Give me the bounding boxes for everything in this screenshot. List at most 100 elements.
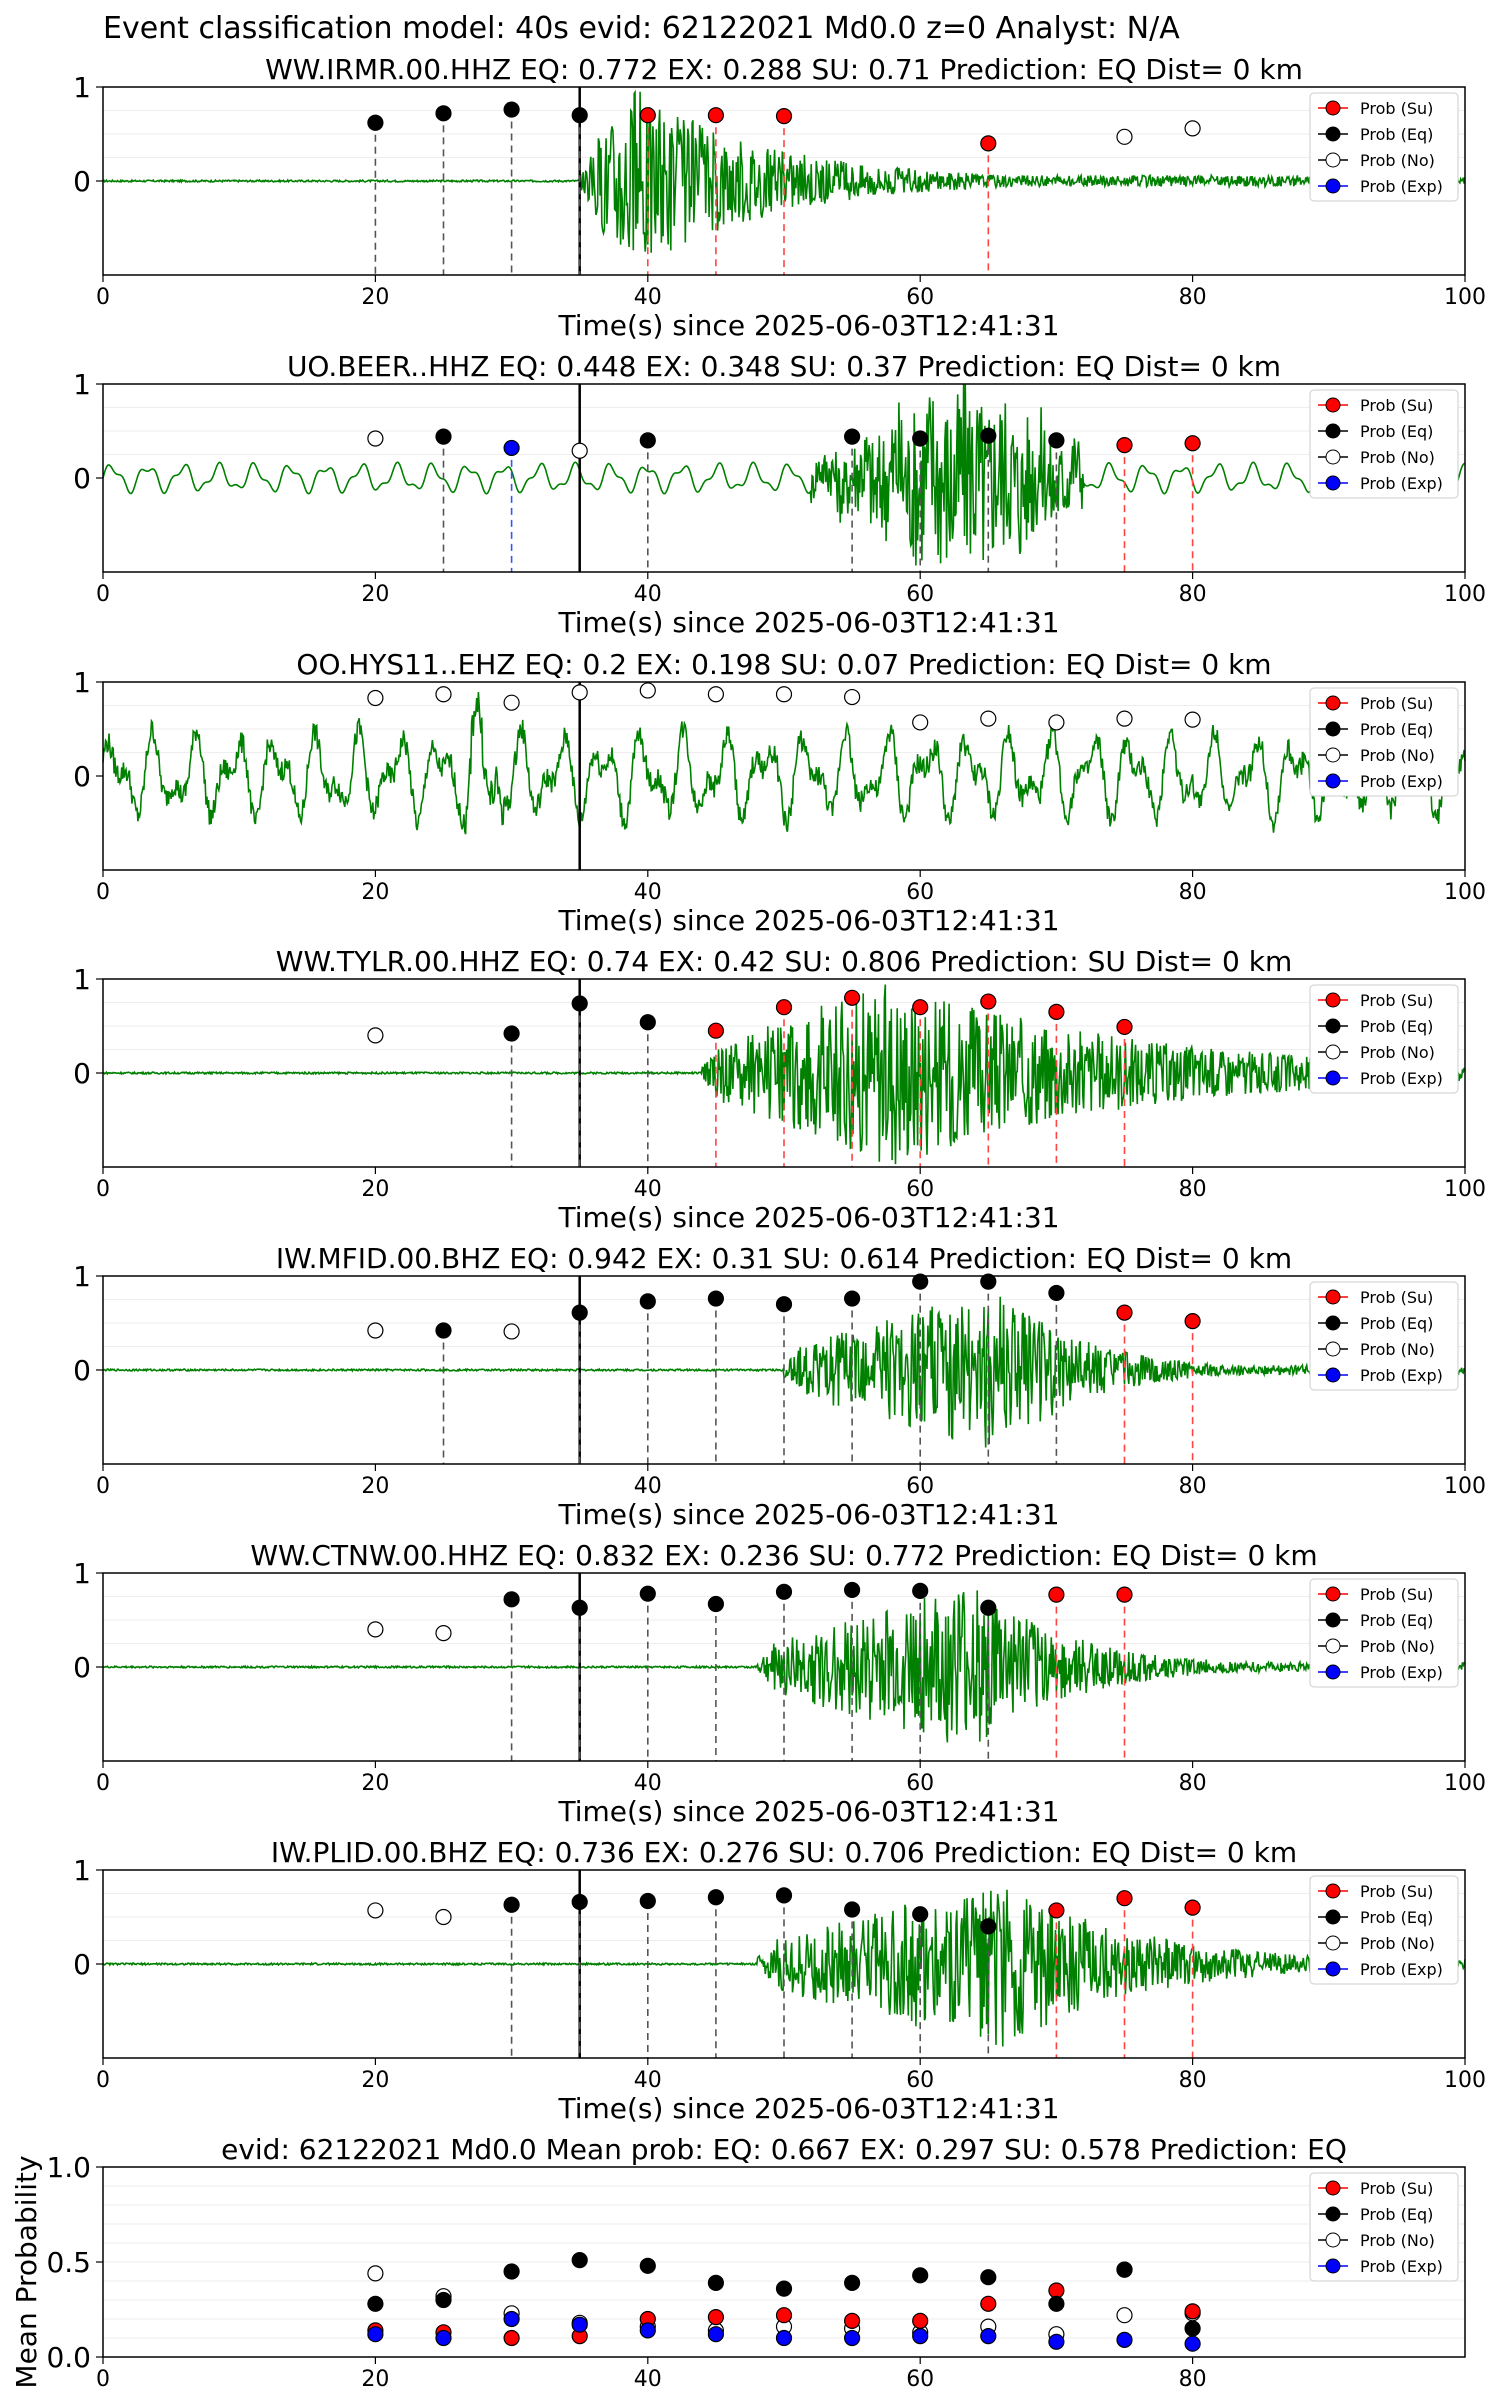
legend-label-exp: Prob (Exp)	[1360, 1069, 1443, 1088]
x-tick-label: 20	[361, 880, 389, 905]
mean-point-eq	[1048, 2295, 1065, 2312]
prob-point-eq	[503, 101, 520, 118]
x-axis-label: Time(s) since 2025-06-03T12:41:31	[557, 606, 1059, 639]
prob-point-eq	[571, 1599, 588, 1616]
prob-point-no	[707, 686, 725, 703]
legend-label-su: Prob (Su)	[1360, 991, 1433, 1010]
legend-box	[1309, 92, 1459, 202]
legend-marker-exp	[1325, 2258, 1341, 2274]
legend-marker-no	[1325, 2232, 1341, 2248]
legend-label-exp: Prob (Exp)	[1360, 1366, 1443, 1385]
legend-marker-su	[1325, 1586, 1341, 1602]
y-tick-label: 0	[73, 1354, 91, 1387]
prob-point-eq	[1048, 1284, 1065, 1302]
legend-marker-exp	[1325, 178, 1341, 194]
legend-label-exp: Prob (Exp)	[1360, 1663, 1443, 1682]
panel-title: WW.CTNW.00.HHZ EQ: 0.832 EX: 0.236 SU: 0…	[250, 1539, 1317, 1572]
panel-title: WW.IRMR.00.HHZ EQ: 0.772 EX: 0.288 SU: 0…	[265, 53, 1303, 86]
prob-point-su	[1116, 1018, 1133, 1036]
mean-probability-panel: evid: 62122021 Md0.0 Mean prob: EQ: 0.66…	[10, 2133, 1466, 2392]
legend-marker-su	[1325, 1883, 1341, 1899]
prob-point-eq	[639, 1293, 656, 1310]
legend-marker-no	[1325, 1341, 1341, 1357]
prob-point-no	[367, 1027, 384, 1044]
prob-point-no	[912, 714, 929, 731]
prob-point-no	[435, 686, 452, 703]
x-axis-label: Time(s) since 2025-06-03T12:41:31	[557, 1498, 1059, 1531]
legend-label-exp: Prob (Exp)	[1360, 474, 1443, 493]
station-panel: IW.PLID.00.BHZ EQ: 0.736 EX: 0.276 SU: 0…	[73, 1836, 1486, 2125]
prob-point-eq	[912, 1906, 929, 1923]
x-tick-label: 0	[96, 2367, 110, 2392]
x-tick-label: 0	[96, 582, 110, 607]
legend-label-exp: Prob (Exp)	[1360, 772, 1443, 791]
prob-point-eq	[707, 1595, 725, 1613]
legend-marker-no	[1325, 1935, 1341, 1951]
prob-point-no	[435, 1625, 452, 1642]
y-tick-label: 0	[73, 462, 91, 495]
y-tick-label: 0	[73, 760, 91, 793]
legend-marker-su	[1325, 100, 1341, 116]
prob-point-no	[571, 442, 588, 459]
station-panel: WW.CTNW.00.HHZ EQ: 0.832 EX: 0.236 SU: 0…	[73, 1539, 1486, 1828]
mean-point-exp	[775, 2329, 793, 2347]
x-tick-label: 40	[634, 582, 662, 607]
prob-point-eq	[843, 1901, 861, 1918]
legend-marker-eq	[1325, 126, 1341, 142]
mean-point-eq	[1116, 2261, 1133, 2278]
prob-point-no	[571, 684, 588, 701]
x-tick-label: 100	[1444, 2068, 1486, 2093]
figure-suptitle: Event classification model: 40s evid: 62…	[103, 11, 1180, 46]
x-tick-label: 40	[634, 2367, 662, 2392]
legend-label-no: Prob (No)	[1360, 1340, 1435, 1359]
waveform-trace	[102, 984, 1466, 1165]
legend-label-eq: Prob (Eq)	[1360, 1017, 1433, 1036]
legend-box	[1309, 1281, 1459, 1391]
mean-point-eq	[367, 2295, 384, 2312]
y-tick-label: 0.0	[46, 2341, 91, 2374]
mean-point-exp	[367, 2326, 384, 2343]
prob-point-eq	[980, 1273, 997, 1290]
prob-point-eq	[571, 1893, 588, 1911]
x-tick-label: 100	[1444, 1771, 1486, 1796]
legend-marker-exp	[1325, 1961, 1341, 1977]
prob-point-eq	[367, 114, 384, 131]
station-panel: WW.IRMR.00.HHZ EQ: 0.772 EX: 0.288 SU: 0…	[73, 53, 1486, 342]
legend-label-no: Prob (No)	[1360, 746, 1435, 765]
legend-label-no: Prob (No)	[1360, 1934, 1435, 1953]
y-tick-label: 1	[73, 963, 91, 996]
prob-point-su	[912, 999, 929, 1016]
prob-point-eq	[1048, 432, 1065, 449]
prob-point-su	[1116, 1890, 1133, 1907]
station-panel: WW.TYLR.00.HHZ EQ: 0.74 EX: 0.42 SU: 0.8…	[73, 945, 1486, 1234]
legend-marker-exp	[1325, 1367, 1341, 1383]
y-tick-label: 0	[73, 1057, 91, 1090]
x-tick-label: 40	[634, 880, 662, 905]
x-tick-label: 80	[1179, 880, 1207, 905]
x-axis-label: Time(s) since 2025-06-03T12:41:31	[557, 1201, 1059, 1234]
prob-point-eq	[843, 428, 861, 445]
prob-point-su	[980, 135, 997, 152]
x-tick-label: 60	[906, 285, 934, 310]
legend-label-eq: Prob (Eq)	[1360, 1611, 1433, 1630]
prob-point-eq	[843, 1581, 861, 1599]
legend-marker-eq	[1325, 1315, 1341, 1331]
y-tick-label: 0	[73, 1651, 91, 1684]
x-tick-label: 40	[634, 2068, 662, 2093]
x-tick-label: 80	[1179, 1771, 1207, 1796]
prob-point-su	[775, 999, 793, 1016]
y-tick-label: 1	[73, 1557, 91, 1590]
prob-point-eq	[435, 428, 452, 445]
prob-point-no	[843, 688, 861, 706]
mean-point-exp	[707, 2326, 725, 2343]
prob-point-su	[775, 108, 793, 125]
y-tick-label: 1	[73, 368, 91, 401]
mean-point-eq	[843, 2274, 861, 2291]
y-tick-label: 1	[73, 71, 91, 104]
waveform-trace	[102, 1889, 1466, 2047]
x-tick-label: 20	[361, 1771, 389, 1796]
x-tick-label: 100	[1444, 880, 1486, 905]
legend-label-su: Prob (Su)	[1360, 99, 1433, 118]
prob-point-eq	[980, 1599, 997, 1616]
legend-marker-eq	[1325, 721, 1341, 737]
